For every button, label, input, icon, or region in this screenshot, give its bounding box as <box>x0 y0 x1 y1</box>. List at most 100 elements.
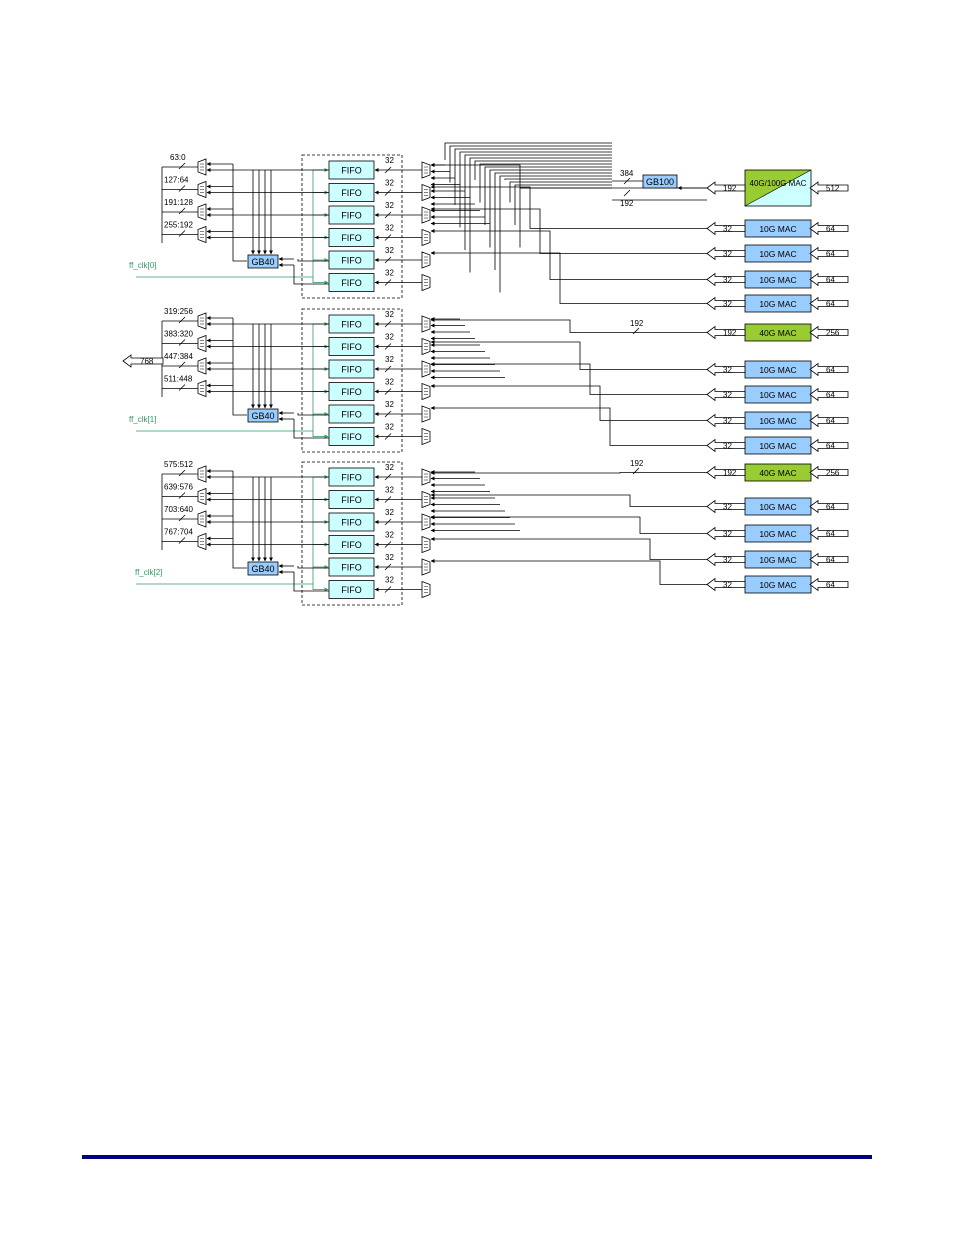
mac10-block-label: 10G MAC <box>759 580 796 590</box>
mac-output-width-label: 32 <box>723 225 732 234</box>
mac-input-width-label: 64 <box>826 442 835 451</box>
fifo-block <box>328 382 375 401</box>
bus-slash-mark <box>178 469 186 477</box>
bus-slash-mark <box>632 327 640 335</box>
mac-routing-wire <box>430 406 707 446</box>
fifo-block <box>328 183 375 202</box>
mac10-block-label: 10G MAC <box>759 299 796 309</box>
fifo-width-label: 32 <box>385 269 394 278</box>
fifo-block-label: FIFO <box>341 473 362 483</box>
fifo-block <box>328 427 375 446</box>
mac-input-width-label: 64 <box>826 417 835 426</box>
mac-input-arrow <box>809 325 849 340</box>
mac-routing-wire <box>430 493 707 507</box>
mac-input-arrow <box>809 221 849 236</box>
clock-label: ff_clk[1] <box>129 415 156 424</box>
bus-slash-mark <box>384 365 392 373</box>
mac10-block-label: 10G MAC <box>759 365 796 375</box>
bus-slash-mark <box>384 473 392 481</box>
fifo-width-label: 32 <box>385 201 394 210</box>
mac-routing-wire <box>430 537 707 560</box>
mac-input-width-label: 256 <box>826 469 840 478</box>
mac-input-width-label: 512 <box>826 184 840 193</box>
fifo-block <box>328 535 375 554</box>
mac-output-width-label: 32 <box>723 530 732 539</box>
mac-output-width-label: 32 <box>723 442 732 451</box>
routing-wire <box>474 160 612 180</box>
mac-input-arrow <box>809 413 849 428</box>
gb100-block <box>642 174 678 189</box>
mac-input-arrow <box>809 499 849 514</box>
bus-slash-mark <box>178 514 186 522</box>
bus-slash-mark <box>623 177 631 185</box>
slice-label: 255:192 <box>164 221 193 230</box>
fifo-width-label: 32 <box>385 355 394 364</box>
fifo-block-label: FIFO <box>341 495 362 505</box>
fifo-width-label: 32 <box>385 508 394 517</box>
fifo-width-label: 32 <box>385 486 394 495</box>
fifo-width-label: 32 <box>385 423 394 432</box>
fifo-width-label: 32 <box>385 246 394 255</box>
routing-wire <box>494 172 612 270</box>
fifo-width-label: 32 <box>385 378 394 387</box>
routing-wire <box>444 142 612 160</box>
mac-output-arrow <box>706 221 746 236</box>
fifo-block <box>328 404 375 424</box>
fifo-block-label: FIFO <box>341 256 362 266</box>
bus-slash-mark <box>384 343 392 350</box>
mac-routing-wire <box>430 515 707 534</box>
bus-slash-mark <box>384 234 392 241</box>
slice-label: 767:704 <box>164 528 193 537</box>
bus-slash-mark <box>384 541 392 548</box>
mac-input-width-label: 64 <box>826 391 835 400</box>
mac-routing-wire <box>430 362 707 395</box>
gb40-block <box>247 254 279 269</box>
mac-input-arrow <box>809 362 849 377</box>
bus-slash-mark <box>384 563 392 571</box>
mac-output-width-label: 32 <box>723 366 732 375</box>
mac-input-arrow <box>809 387 849 402</box>
slice-label: 127:64 <box>164 176 189 185</box>
mac-output-arrow <box>706 362 746 377</box>
mac-input-width-label: 64 <box>826 530 835 539</box>
gb40-block <box>247 408 279 423</box>
mac-input-width-label: 256 <box>826 329 840 338</box>
routing-wire <box>454 148 612 205</box>
mac-routing-wire <box>430 163 707 189</box>
fifo-to-gb40-wire <box>297 413 329 416</box>
fifo-block-label: FIFO <box>341 233 362 243</box>
bus-slash-mark <box>384 586 392 593</box>
mac-output-width-label: 192 <box>723 469 737 478</box>
mac40-bus-label: 192 <box>630 319 644 328</box>
fifo-block-label: FIFO <box>341 342 362 352</box>
fifo-block-label: FIFO <box>341 563 362 573</box>
routing-wire <box>459 151 612 228</box>
bus-slash-mark <box>384 166 392 174</box>
routing-wire <box>504 178 612 180</box>
mac10-block-label: 10G MAC <box>759 441 796 451</box>
gb100-width-192-label: 192 <box>620 199 634 208</box>
mac-output-arrow <box>706 246 746 261</box>
bus-slash-mark <box>384 211 392 219</box>
mac-routing-wire <box>430 340 707 370</box>
bus-slash-mark <box>178 339 186 346</box>
fifo-width-label: 32 <box>385 400 394 409</box>
fifo-block <box>328 580 375 599</box>
mac-output-width-label: 32 <box>723 581 732 590</box>
mac40-block-label: 40G MAC <box>759 468 796 478</box>
mac-output-width-label: 32 <box>723 391 732 400</box>
mac-input-width-label: 64 <box>826 503 835 512</box>
bus-slash-mark <box>384 256 392 264</box>
fifo-block <box>328 490 375 509</box>
fifo-block-label: FIFO <box>341 211 362 221</box>
mac-output-width-label: 32 <box>723 503 732 512</box>
bus-slash-mark <box>178 537 186 544</box>
gb40-output-wire <box>232 471 247 569</box>
mac-routing-wire <box>430 318 707 333</box>
fifo-width-label: 32 <box>385 224 394 233</box>
blocks-layer: FIFO 32 FIFO 32 FIFO 32 FIFO 32 FIFO 32 FIFO 32 ff_c… <box>122 153 849 606</box>
fifo-block <box>328 557 375 577</box>
fifo-block-label: FIFO <box>341 432 362 442</box>
routing-wire <box>514 184 612 225</box>
mac-output-arrow <box>706 438 746 453</box>
